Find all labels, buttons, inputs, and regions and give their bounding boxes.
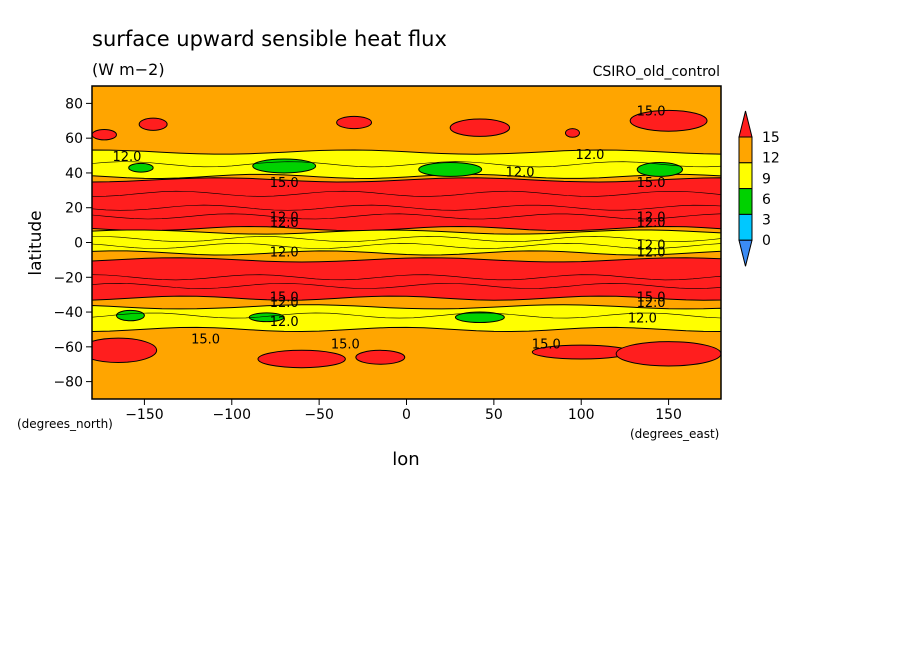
- contour-label: 12.0: [112, 150, 141, 165]
- field-patch: [252, 158, 317, 174]
- field-patch: [449, 118, 511, 137]
- contour-label: 12.0: [270, 211, 299, 226]
- contour-label: 15.0: [637, 105, 666, 120]
- contour-line: [92, 204, 721, 211]
- contour-label: 15.0: [191, 332, 220, 347]
- contour-label: 15.0: [270, 176, 299, 191]
- colorbar-segment: [738, 136, 753, 164]
- field-patch: [138, 117, 168, 131]
- zonal-band: [92, 229, 721, 256]
- colorbar: 15 12 9 6 3 0: [738, 110, 780, 267]
- chart-title: surface upward sensible heat flux: [92, 27, 447, 51]
- colorbar-top-arrow: [738, 110, 753, 138]
- contour-label: 12.0: [270, 296, 299, 311]
- x-tick-label: 100: [568, 407, 595, 423]
- field-patch: [564, 128, 580, 138]
- colorbar-segment: [738, 188, 753, 215]
- chart-subtitle: (W m−2): [92, 60, 165, 79]
- contour-line: [92, 213, 721, 220]
- model-label: CSIRO_old_control: [593, 64, 720, 80]
- y-tick-label: 80: [65, 96, 83, 112]
- field-patch: [336, 115, 373, 130]
- colorbar-segment: [738, 162, 753, 190]
- x-tick-label: 150: [655, 407, 682, 423]
- colorbar-label: 6: [762, 192, 771, 208]
- contour-label: 12.0: [270, 216, 299, 231]
- y-axis-label: latitude: [26, 210, 46, 275]
- x-axis-label: lon: [392, 449, 419, 470]
- x-axis: −150 −100 −50 0 50 100 150: [125, 399, 682, 423]
- contour-label: 12.0: [270, 315, 299, 330]
- colorbar-label: 3: [762, 213, 771, 229]
- contour-label: 12.0: [628, 311, 657, 326]
- field-patch: [92, 337, 158, 363]
- y-tick-label: 40: [65, 166, 83, 182]
- y-tick-label: 20: [65, 201, 83, 217]
- x-units-label: (degrees_east): [630, 427, 719, 441]
- colorbar-bottom-arrow: [738, 239, 753, 267]
- colorbar-segment: [738, 213, 753, 241]
- x-tick-label: −100: [213, 407, 251, 423]
- contour-label: 15.0: [637, 291, 666, 306]
- contour-label: 15.0: [331, 338, 360, 353]
- y-tick-label: 60: [65, 131, 83, 147]
- colorbar-label: 9: [762, 171, 771, 187]
- y-tick-label: 0: [74, 236, 83, 252]
- contour-line: [92, 274, 721, 281]
- field-patch: [248, 312, 285, 323]
- contour-label: 12.0: [637, 216, 666, 231]
- contour-label: 12.0: [575, 148, 604, 163]
- colorbar-label: 15: [762, 130, 780, 146]
- field-patch: [128, 162, 154, 173]
- y-tick-label: −20: [53, 270, 83, 286]
- field-patch: [615, 341, 721, 367]
- contour-label: 12.0: [637, 245, 666, 260]
- contour-line: [92, 236, 721, 242]
- field-patch: [454, 311, 505, 323]
- colorbar-label: 12: [762, 151, 780, 167]
- contour-labels: 12.0 12.012.015.015.0 15.012.0 12.012.0 12.0…: [112, 105, 665, 353]
- contour-line: [92, 243, 721, 249]
- contour-label: 12.0: [637, 211, 666, 226]
- field-patch: [629, 109, 708, 132]
- contour-label: 15.0: [270, 291, 299, 306]
- contour-label: 15.0: [532, 338, 561, 353]
- y-tick-label: −60: [53, 340, 83, 356]
- field-patch: [636, 162, 684, 177]
- contour-label: 12.0: [506, 165, 535, 180]
- x-tick-label: −50: [304, 407, 334, 423]
- contour-label: 12.0: [637, 296, 666, 311]
- zonal-band: [92, 257, 721, 301]
- y-units-label: (degrees_north): [17, 417, 113, 431]
- field-patch: [355, 349, 406, 365]
- colorbar-label: 0: [762, 233, 771, 249]
- x-tick-label: 50: [485, 407, 503, 423]
- field-patch: [92, 128, 117, 141]
- field-patch: [418, 162, 483, 177]
- contour-label: 12.0: [270, 245, 299, 260]
- y-axis: 80 60 40 20 0 −20 −40 −60 −80: [53, 96, 92, 391]
- zonal-band: [92, 149, 721, 180]
- field-patch: [115, 309, 145, 322]
- field-patch: [257, 349, 346, 369]
- x-tick-label: −150: [125, 407, 163, 423]
- y-tick-label: −40: [53, 305, 83, 321]
- contour-line: [92, 190, 721, 197]
- contour-line: [92, 161, 721, 168]
- y-tick-label: −80: [53, 375, 83, 391]
- contour-label: 12.0: [637, 238, 666, 253]
- contour-label: 15.0: [637, 176, 666, 191]
- x-tick-label: 0: [402, 407, 411, 423]
- zonal-band: [92, 177, 721, 232]
- contour-line: [92, 312, 721, 319]
- contour-line: [92, 283, 721, 289]
- plot-field: [92, 86, 721, 399]
